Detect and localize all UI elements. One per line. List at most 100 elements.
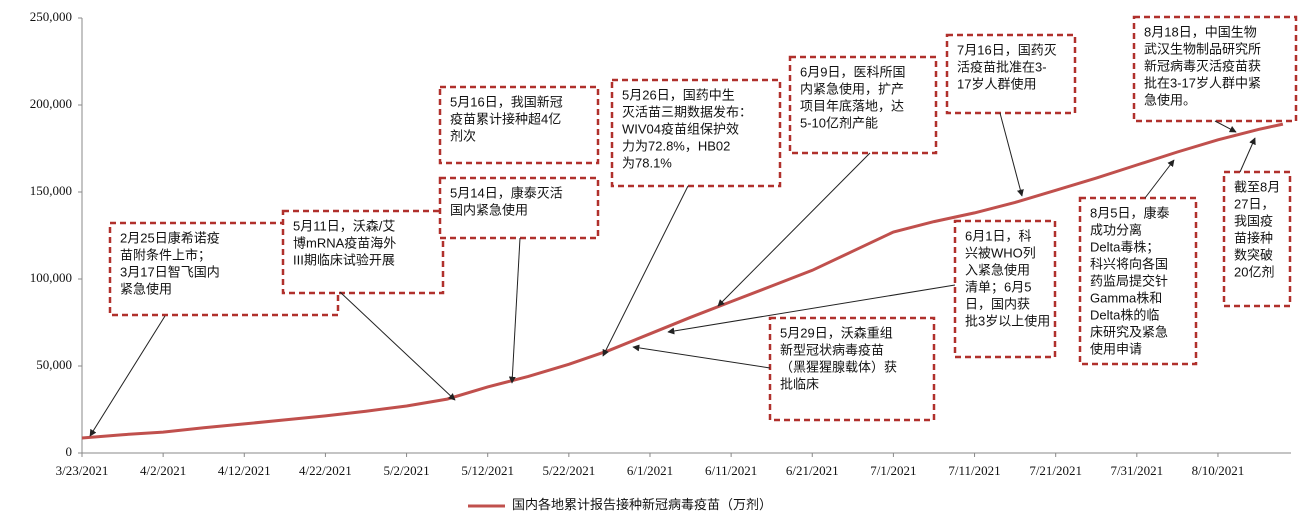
annotation-text: 剂次 (450, 128, 476, 143)
annotation-text: 疫苗累计接种超4亿 (450, 111, 561, 126)
annotation-text: 使用申请 (1090, 341, 1142, 356)
annotation-text: 床研究及紧急 (1090, 324, 1168, 339)
annotation-text: 苗附条件上市； (120, 247, 211, 263)
annotation-text: Gamma株和 (1090, 290, 1162, 305)
annotation-text: 为78.1% (622, 155, 672, 170)
annotation-arrow (602, 185, 689, 357)
annotation-text: 6月9日，医科所国 (800, 64, 905, 79)
x-tick-label: 3/23/2021 (56, 463, 109, 478)
annotation-text: 5月14日，康泰灭活 (450, 185, 563, 200)
annotation-box (1222, 170, 1292, 308)
x-tick-label: 7/11/2021 (948, 463, 1000, 478)
annotation-arrow (508, 237, 521, 384)
annotation-text: 急使用。 (1144, 92, 1196, 107)
annotation-text: WIV04疫苗组保护效 (622, 121, 739, 136)
annotation-text: 6月1日，科 (965, 228, 1031, 243)
annotation-text: 博mRNA疫苗海外 (293, 235, 396, 250)
annotation-text: 批在3-17岁人群中紧 (1144, 75, 1261, 90)
y-tick-label: 150,000 (30, 183, 72, 198)
annotation-text: 8月18日，中国生物 (1144, 24, 1257, 39)
annotation-arrow (667, 284, 956, 335)
x-tick-label: 6/11/2021 (705, 463, 757, 478)
annotation-arrow (339, 291, 456, 401)
annotation-text: Delta株的临 (1090, 307, 1159, 322)
annotation-box (1078, 196, 1198, 366)
annotation-text: 活疫苗批准在3- (957, 59, 1047, 74)
x-tick-label: 7/1/2021 (870, 463, 916, 478)
annotation-text: 药监局提交针 (1090, 273, 1168, 288)
annotation-box (1132, 15, 1298, 123)
annotation-box (953, 219, 1057, 359)
annotation-arrow (999, 112, 1024, 197)
annotation-text: 5月16日，我国新冠 (450, 94, 563, 109)
annotation-text: Delta毒株； (1090, 239, 1159, 255)
x-tick-label: 4/12/2021 (218, 463, 271, 478)
annotation-arrow (1239, 137, 1256, 173)
annotation-text: 内紧急使用，扩产 (800, 81, 904, 96)
annotation-text: 2月25日康希诺疫 (120, 230, 220, 245)
annotation-text: 灭活苗三期数据发布： (622, 104, 752, 119)
y-tick-label: 50,000 (36, 357, 72, 372)
annotation-text: 国内紧急使用 (450, 202, 528, 217)
annotation-box (438, 85, 600, 165)
annotation-text: 3月17日智飞国内 (120, 264, 220, 279)
annotation-text: 科兴将向各国 (1090, 256, 1168, 271)
annotation-arrow (1144, 159, 1175, 199)
x-tick-label: 4/22/2021 (299, 463, 352, 478)
annotation-text: 日，国内获 (965, 296, 1030, 311)
annotation-text: 5月26日，国药中生 (622, 87, 735, 102)
annotation-arrow (717, 152, 871, 307)
annotation-text: 入紧急使用 (965, 262, 1030, 277)
annotation-text: 5-10亿剂产能 (800, 115, 878, 130)
annotation-text: 批3岁以上使用 (965, 313, 1050, 328)
annotation-text: 8月5日，康泰 (1090, 205, 1169, 220)
annotation-text: 27日， (1234, 196, 1274, 211)
annotation-text: 兴被WHO列 (965, 245, 1036, 260)
annotation-text: 项目年底落地，达 (800, 98, 904, 113)
annotation-box (945, 33, 1077, 115)
annotation-text: 力为72.8%，HB02 (622, 138, 730, 153)
annotation-text: 5月11日，沃森/艾 (293, 218, 395, 233)
annotation-text: 新型冠状病毒疫苗 (780, 342, 884, 357)
annotation-arrow (89, 315, 166, 437)
y-tick-label: 200,000 (30, 96, 72, 111)
y-tick-label: 0 (66, 444, 73, 459)
annotation-text: （黑猩猩腺载体）获 (780, 359, 897, 374)
annotation-text: 20亿剂 (1234, 264, 1274, 279)
annotation-text: 5月29日，沃森重组 (780, 325, 893, 340)
annotation-text: 7月16日，国药灭 (957, 42, 1057, 57)
x-tick-label: 5/22/2021 (542, 463, 595, 478)
annotation-text: 成功分离 (1090, 222, 1142, 237)
annotation-text: 截至8月 (1234, 179, 1280, 194)
annotation-text: 武汉生物制品研究所 (1144, 41, 1261, 56)
x-tick-label: 8/10/2021 (1192, 463, 1245, 478)
annotation-box (788, 55, 938, 155)
x-tick-label: 5/12/2021 (461, 463, 514, 478)
annotation-text: 新冠病毒灭活疫苗获 (1144, 58, 1261, 73)
annotation-text: 我国疫 (1234, 213, 1273, 228)
x-tick-label: 7/31/2021 (1110, 463, 1163, 478)
y-tick-label: 250,000 (30, 9, 72, 24)
annotation-box (610, 78, 782, 188)
annotation-text: 清单；6月5 (965, 279, 1031, 295)
annotation-text: 苗接种 (1234, 230, 1273, 245)
y-tick-label: 100,000 (30, 270, 72, 285)
annotation-arrow (1214, 120, 1237, 133)
annotation-text: 批临床 (780, 376, 819, 391)
data-line (81, 122, 1284, 440)
annotation-text: 数突破 (1234, 247, 1273, 262)
annotation-box (281, 209, 445, 295)
x-tick-label: 6/1/2021 (627, 463, 673, 478)
annotation-text: 17岁人群使用 (957, 76, 1036, 91)
annotation-box (768, 316, 936, 422)
